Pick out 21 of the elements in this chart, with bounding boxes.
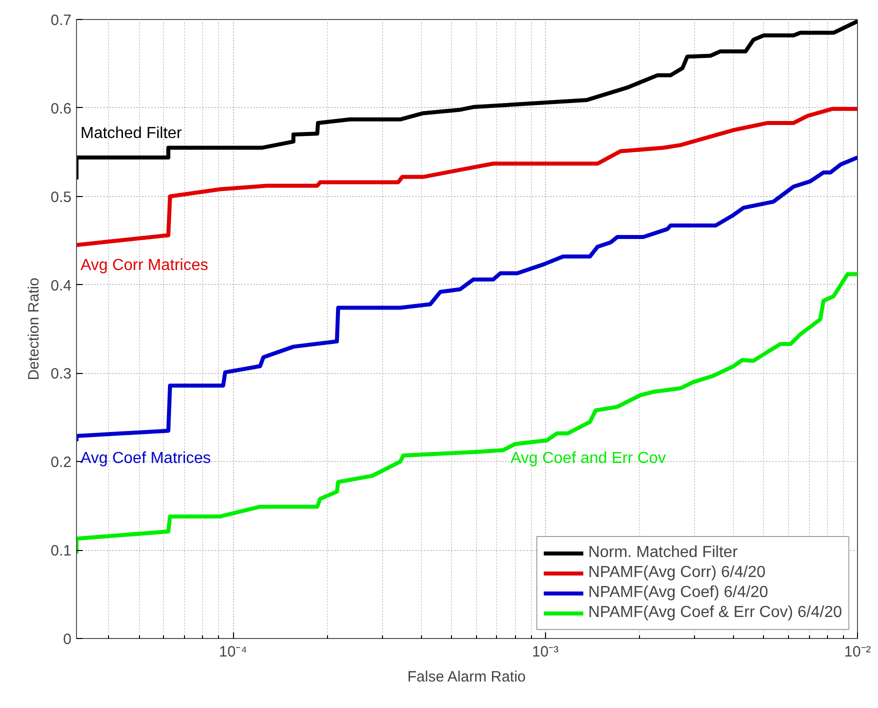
y-tick-label: 0.3 — [50, 366, 72, 383]
annotation: Avg Corr Matrices — [80, 257, 208, 274]
annotation: Matched Filter — [80, 125, 183, 142]
legend-label: Norm. Matched Filter — [588, 544, 738, 562]
x-tick-label: 10⁻² — [844, 644, 871, 660]
annotation: Avg Coef Matrices — [80, 450, 211, 467]
annotation: Avg Coef and Err Cov — [510, 450, 666, 467]
legend-label: NPAMF(Avg Coef) 6/4/20 — [588, 584, 768, 602]
legend-label: NPAMF(Avg Coef & Err Cov) 6/4/20 — [588, 604, 842, 622]
y-tick-label: 0.7 — [50, 12, 72, 29]
x-axis-title: False Alarm Ratio — [407, 668, 526, 686]
x-tick-label: 10⁻⁴ — [219, 644, 248, 660]
y-tick-label: 0.4 — [50, 277, 72, 294]
y-tick-label: 0.2 — [50, 454, 72, 472]
y-tick-label: 0.5 — [50, 188, 72, 206]
legend-label: NPAMF(Avg Corr) 6/4/20 — [588, 564, 766, 582]
y-tick-label: 0 — [63, 631, 72, 648]
y-axis-title: Detection Ratio — [26, 278, 43, 380]
x-tick-label: 10⁻³ — [532, 644, 559, 660]
y-tick-label: 0.6 — [50, 100, 72, 118]
y-tick-label: 0.1 — [50, 542, 72, 560]
